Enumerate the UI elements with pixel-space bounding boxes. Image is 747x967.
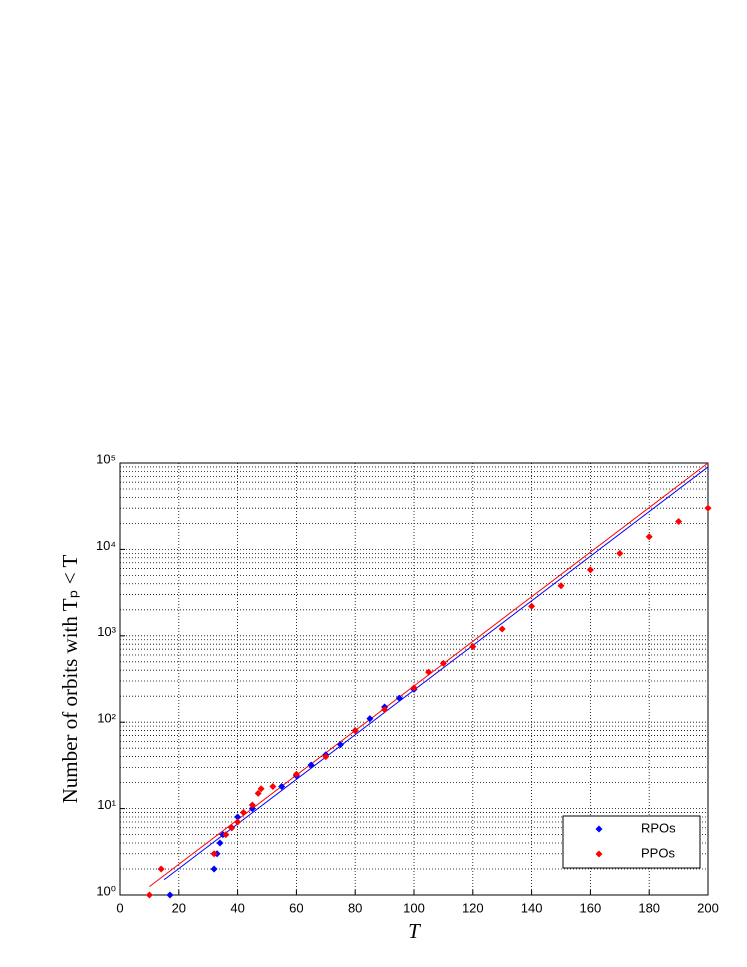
point: [254, 789, 262, 797]
point: [439, 659, 447, 667]
y-tick-label: 10⁰: [96, 883, 116, 898]
point: [228, 824, 236, 832]
point: [351, 727, 359, 735]
point: [410, 684, 418, 692]
point: [210, 850, 218, 858]
point: [248, 801, 256, 809]
point: [616, 549, 624, 557]
point: [307, 761, 315, 769]
legend-marker: [595, 825, 603, 833]
x-tick-label: 0: [116, 900, 123, 915]
x-tick-label: 140: [521, 900, 543, 915]
x-tick-label: 120: [462, 900, 484, 915]
y-tick-label: 10³: [97, 624, 116, 639]
fit-line: [163, 466, 709, 881]
point: [528, 602, 536, 610]
legend-label: PPOs: [641, 845, 675, 860]
x-tick-label: 160: [580, 900, 602, 915]
point: [166, 891, 174, 899]
x-axis-title: T: [408, 919, 421, 943]
x-tick-label: 100: [403, 900, 425, 915]
point: [248, 805, 256, 813]
x-tick-label: 80: [348, 900, 362, 915]
legend: RPOs PPOs: [562, 815, 701, 869]
point: [322, 753, 330, 761]
point: [269, 783, 277, 791]
legend-box: [562, 815, 701, 869]
point: [278, 783, 286, 791]
point: [234, 818, 242, 826]
point: [292, 770, 300, 778]
point: [704, 504, 712, 512]
point: [234, 813, 242, 821]
point: [239, 809, 247, 817]
legend-marker: [595, 850, 603, 858]
axes-box: [119, 462, 709, 896]
y-tick-label: 10⁵: [96, 451, 116, 466]
y-tick-label: 10⁴: [96, 538, 116, 553]
point: [210, 865, 218, 873]
point: [586, 566, 594, 574]
point: [337, 741, 344, 749]
point: [425, 668, 433, 676]
point: [257, 785, 265, 793]
point: [222, 831, 230, 839]
x-tick-label: 20: [172, 900, 186, 915]
point: [145, 891, 153, 899]
point: [469, 643, 477, 651]
point: [381, 706, 389, 714]
legend-label: RPOs: [641, 820, 676, 835]
point: [216, 839, 224, 847]
x-tick-label: 40: [230, 900, 244, 915]
x-tick-label: 60: [289, 900, 303, 915]
point: [395, 694, 403, 702]
point: [557, 582, 565, 590]
y-tick-label: 10¹: [97, 797, 116, 812]
point: [366, 715, 374, 723]
point: [645, 533, 653, 541]
x-tick-label: 180: [638, 900, 660, 915]
y-axis-title: Number of orbits with Tₚ < T: [58, 554, 82, 803]
point: [498, 625, 506, 633]
x-tick-label: 200: [697, 900, 719, 915]
point: [675, 518, 683, 526]
y-tick-label: 10²: [97, 711, 116, 726]
point: [157, 865, 165, 873]
